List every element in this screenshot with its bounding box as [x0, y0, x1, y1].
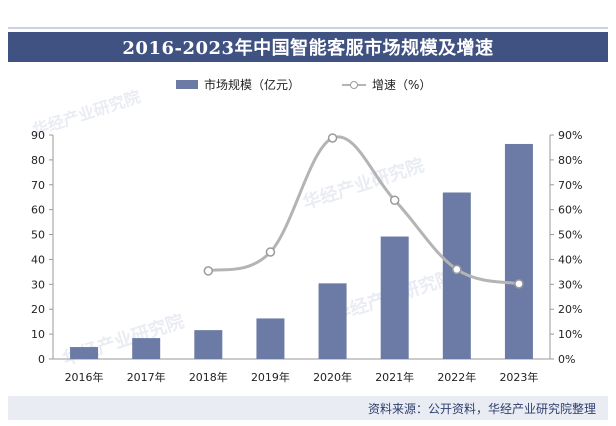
y-left-tick-label: 60	[31, 204, 45, 217]
legend-line-swatch	[342, 80, 366, 90]
y-right-tick-label: 40%	[558, 253, 582, 266]
y-left-tick-label: 50	[31, 229, 45, 242]
legend-item-bar: 市场规模（亿元）	[176, 76, 300, 93]
growth-point	[327, 133, 338, 143]
bar-market-size	[380, 236, 409, 359]
y-right-tick-label: 90%	[558, 129, 582, 142]
growth-point	[389, 195, 400, 205]
y-left-tick-label: 20	[31, 303, 45, 316]
growth-point	[514, 279, 524, 289]
x-tick-label: 2017年	[127, 370, 166, 384]
growth-point	[452, 264, 462, 275]
y-right-tick-label: 70%	[558, 179, 582, 192]
y-left-tick-label: 30	[31, 278, 45, 291]
y-right-tick-label: 20%	[558, 303, 582, 316]
y-left-tick-label: 80	[31, 154, 45, 167]
bar-market-size	[318, 283, 347, 359]
bar-market-size	[256, 318, 285, 359]
bar-market-size	[504, 143, 533, 359]
y-right-tick-label: 10%	[558, 328, 582, 341]
source-text: 资料来源：公开资料，华经产业研究院整理	[367, 401, 596, 416]
y-left-tick-label: 90	[31, 129, 45, 142]
growth-point	[265, 247, 276, 257]
y-right-tick-label: 80%	[558, 154, 582, 167]
chart-legend: 市场规模（亿元） 增速（%）	[0, 76, 616, 96]
bar-market-size	[70, 347, 99, 359]
x-tick-label: 2022年	[437, 370, 476, 384]
x-tick-label: 2018年	[189, 370, 228, 384]
top-rule	[8, 27, 608, 29]
y-right-tick-label: 60%	[558, 204, 582, 217]
x-tick-label: 2016年	[65, 370, 104, 384]
x-tick-label: 2019年	[251, 370, 290, 384]
x-tick-label: 2023年	[499, 370, 538, 384]
x-tick-label: 2021年	[375, 370, 414, 384]
bar-market-size	[132, 338, 161, 359]
legend-line-label: 增速（%）	[372, 78, 432, 92]
growth-point	[203, 266, 214, 276]
legend-item-line: 增速（%）	[342, 76, 431, 93]
growth-line	[207, 135, 520, 286]
y-left-tick-label: 0	[38, 353, 45, 366]
x-tick-label: 2020年	[313, 370, 352, 384]
y-left-tick-label: 70	[31, 179, 45, 192]
chart-title: 2016-2023年中国智能客服市场规模及增速	[8, 32, 608, 62]
y-right-tick-label: 50%	[558, 229, 582, 242]
y-left-tick-label: 40	[31, 253, 45, 266]
legend-bar-label: 市场规模（亿元）	[204, 78, 301, 92]
y-right-tick-label: 0%	[558, 353, 575, 366]
y-right-tick-label: 30%	[558, 278, 582, 291]
source-footer: 资料来源：公开资料，华经产业研究院整理	[8, 396, 608, 420]
bar-market-size	[194, 330, 223, 359]
y-left-tick-label: 10	[31, 328, 45, 341]
legend-bar-swatch	[176, 80, 198, 89]
